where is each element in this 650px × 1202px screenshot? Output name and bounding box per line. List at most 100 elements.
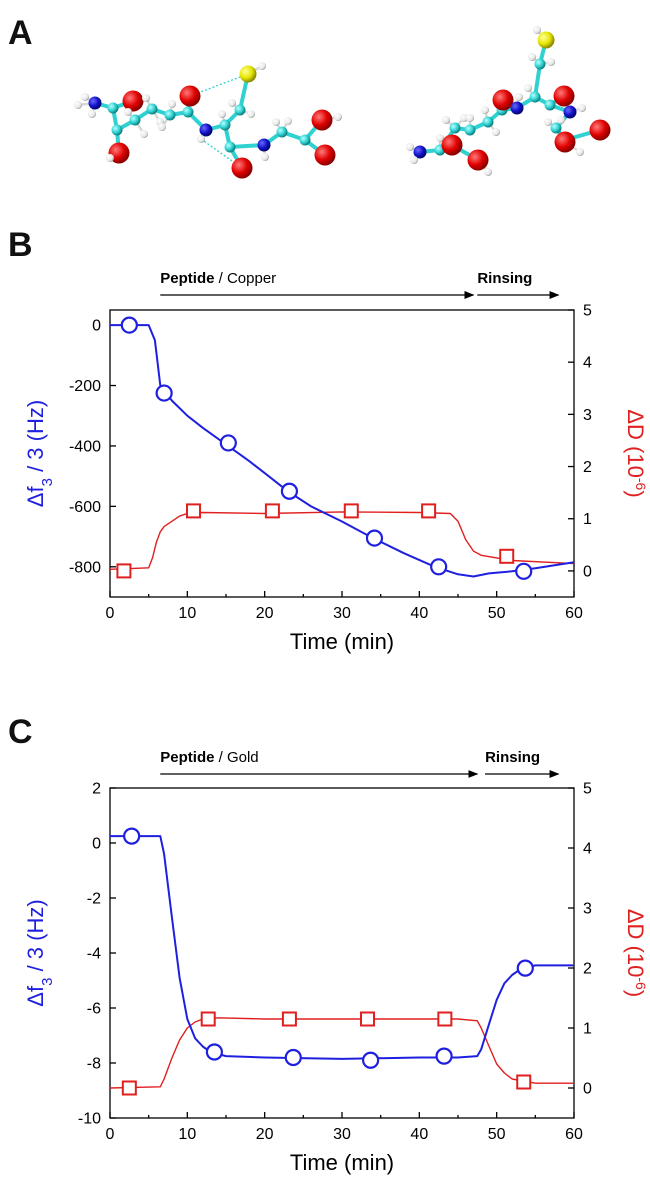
phase-label-normal: / Copper [214, 270, 276, 287]
x-tick-label: 30 [333, 605, 351, 622]
carbon-atom [534, 58, 546, 70]
frequency-marker [430, 558, 448, 576]
hydrogen-atom [442, 116, 450, 124]
hydrogen-atom [158, 123, 166, 131]
nitrogen-atom [563, 105, 577, 119]
x-tick-label: 40 [410, 1126, 428, 1143]
hydrogen-atom [578, 104, 586, 112]
phase-label: Rinsing [477, 270, 532, 287]
oxygen-atom [589, 119, 611, 141]
hydrogen-atom [197, 135, 205, 143]
carbon-atom [299, 134, 311, 146]
hydrogen-atom [168, 100, 176, 108]
x-tick-label: 60 [565, 1126, 583, 1143]
y-right-tick-label: 1 [583, 1021, 592, 1038]
x-axis-title: Time (min) [290, 629, 394, 654]
hydrogen-atom [88, 110, 96, 118]
x-tick-label: 50 [488, 605, 506, 622]
carbon-atom [544, 99, 556, 111]
dissipation-marker [281, 1011, 297, 1027]
hydrogen-atom [410, 156, 418, 164]
y-right-title-close: ) [623, 490, 648, 497]
oxygen-atom [179, 85, 201, 107]
y-left-tick-label: -200 [69, 378, 101, 395]
hydrogen-atom [272, 118, 280, 126]
glutathione-molecule-extended [406, 26, 611, 176]
carbon-atom [464, 124, 476, 136]
y-left-tick-label: 2 [92, 781, 101, 798]
y-left-title-subscript: 3 [39, 478, 56, 486]
dissipation-marker [343, 503, 359, 519]
y-right-tick-label: 4 [583, 841, 592, 858]
frequency-marker [516, 959, 534, 977]
x-tick-label: 50 [488, 1126, 506, 1143]
carbon-atom [107, 102, 119, 114]
hydrogen-atom [524, 84, 532, 92]
y-left-tick-label: 0 [92, 318, 101, 335]
phase-label-bold: Peptide [160, 749, 214, 766]
frequency-series-line [110, 835, 574, 1060]
y-right-title-main: ΔD (10 [623, 409, 648, 478]
y-right-tick-label: 2 [583, 961, 592, 978]
y-right-tick-label: 0 [583, 563, 592, 580]
dissipation-marker [116, 563, 132, 579]
phase-label-normal: / Gold [214, 749, 258, 766]
carbon-atom [234, 104, 246, 116]
frequency-marker [515, 562, 533, 580]
y-left-title-rest: / 3 (Hz) [23, 400, 48, 478]
y-left-tick-label: 0 [92, 836, 101, 853]
x-tick-label: 20 [256, 605, 274, 622]
y-right-tick-label: 4 [583, 355, 592, 372]
hydrogen-atom [460, 114, 468, 122]
panel-label-c: C [8, 713, 33, 751]
oxygen-atom [231, 157, 253, 179]
hydrogen-atom [481, 106, 489, 114]
hydrogen-atom [284, 117, 292, 125]
oxygen-atom [441, 134, 463, 156]
y-left-tick-label: -600 [69, 499, 101, 516]
carbon-atom [449, 122, 461, 134]
y-right-tick-label: 1 [583, 511, 592, 528]
y-left-tick-label: -400 [69, 438, 101, 455]
bond [533, 62, 542, 99]
phase-label-bold: Rinsing [477, 270, 532, 287]
glutathione-molecule-folded [74, 62, 342, 179]
oxygen-atom [467, 149, 489, 171]
phase-label: Rinsing [485, 749, 540, 766]
plot-frame [109, 787, 575, 1119]
hydrogen-atom [492, 128, 500, 136]
y-right-tick-label: 5 [583, 781, 592, 798]
x-axis-title: Time (min) [290, 1150, 394, 1175]
y-left-tick-label: -6 [87, 1001, 101, 1018]
dissipation-series-line [109, 1017, 574, 1089]
y-left-tick-label: -4 [87, 946, 101, 963]
hydrogen-atom [247, 110, 255, 118]
phase-label: Peptide / Copper [160, 270, 276, 287]
carbon-atom [219, 119, 231, 131]
oxygen-atom [311, 109, 333, 131]
frequency-series-line [110, 324, 575, 578]
hydrogen-atom [334, 113, 342, 121]
carbon-atom [482, 116, 494, 128]
nitrogen-atom [88, 96, 102, 110]
hydrogen-atom [140, 130, 148, 138]
dissipation-marker [516, 1074, 532, 1090]
hydrogen-atom [533, 26, 541, 34]
y-right-tick-label: 2 [583, 459, 592, 476]
y-right-tick-label: 3 [583, 901, 592, 918]
y-right-title-superscript: -6 [633, 478, 649, 491]
y-right-axis-title: ΔD (10-6) [623, 409, 649, 497]
hydrogen-atom [406, 143, 414, 151]
carbon-atom [111, 124, 123, 136]
dissipation-marker [186, 503, 202, 519]
hydrogen-atom [547, 58, 555, 66]
carbon-atom [182, 106, 194, 118]
y-left-title-symbol: Δf [23, 985, 48, 1007]
sulfur-atom [239, 65, 257, 83]
x-tick-label: 0 [106, 605, 115, 622]
dissipation-marker [264, 503, 280, 519]
hydrogen-atom [544, 118, 552, 126]
frequency-marker [284, 1048, 302, 1067]
y-left-tick-label: -2 [87, 891, 101, 908]
